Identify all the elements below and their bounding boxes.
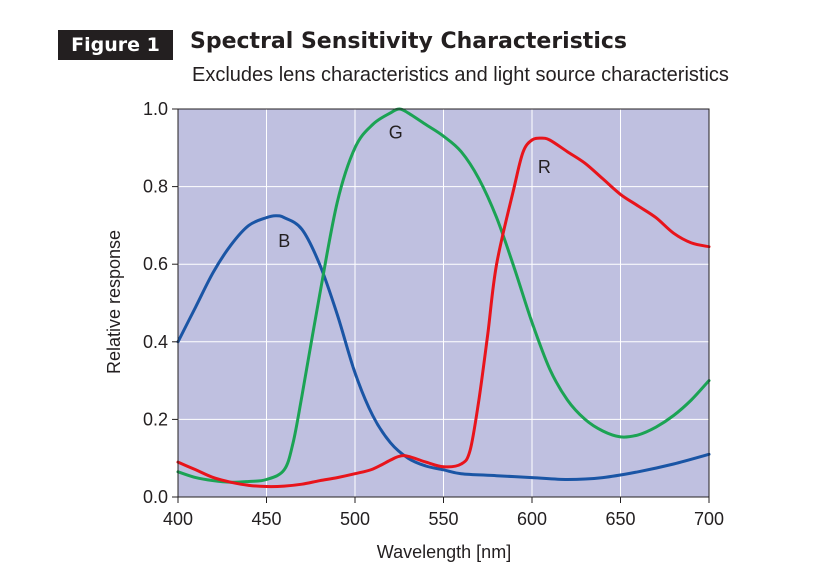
series-b-label: B bbox=[278, 231, 290, 251]
x-tick-label: 550 bbox=[428, 509, 458, 529]
ticks: 400 450 500 550 600 650 700 0.0 0.2 0.4 0.6 0.8 1.0 bbox=[143, 99, 724, 529]
series-layer bbox=[176, 107, 711, 489]
figure-badge: Figure 1 bbox=[58, 30, 173, 60]
y-tick-label: 0.4 bbox=[143, 332, 168, 352]
x-tick-label: 500 bbox=[340, 509, 370, 529]
series-r-line bbox=[176, 136, 711, 489]
x-tick-label: 650 bbox=[605, 509, 635, 529]
y-tick-label: 0.2 bbox=[143, 409, 168, 429]
x-tick-label: 400 bbox=[163, 509, 193, 529]
y-axis-label: Relative response bbox=[104, 230, 124, 374]
grid bbox=[178, 109, 709, 497]
figure-title: Spectral Sensitivity Characteristics bbox=[190, 29, 627, 54]
y-tick-label: 0.6 bbox=[143, 254, 168, 274]
series-b-line bbox=[176, 214, 711, 481]
y-tick-label: 1.0 bbox=[143, 99, 168, 119]
y-tick-label: 0.0 bbox=[143, 487, 168, 507]
series-g-label: G bbox=[389, 122, 403, 142]
series-labels: B G R bbox=[278, 122, 551, 251]
series-g-line bbox=[176, 107, 711, 484]
series-r-label: R bbox=[538, 157, 551, 177]
figure-subtitle: Excludes lens characteristics and light … bbox=[192, 64, 729, 86]
x-tick-label: 700 bbox=[694, 509, 724, 529]
x-tick-label: 600 bbox=[517, 509, 547, 529]
x-axis-label: Wavelength [nm] bbox=[377, 542, 511, 562]
x-tick-label: 450 bbox=[251, 509, 281, 529]
y-tick-label: 0.8 bbox=[143, 177, 168, 197]
